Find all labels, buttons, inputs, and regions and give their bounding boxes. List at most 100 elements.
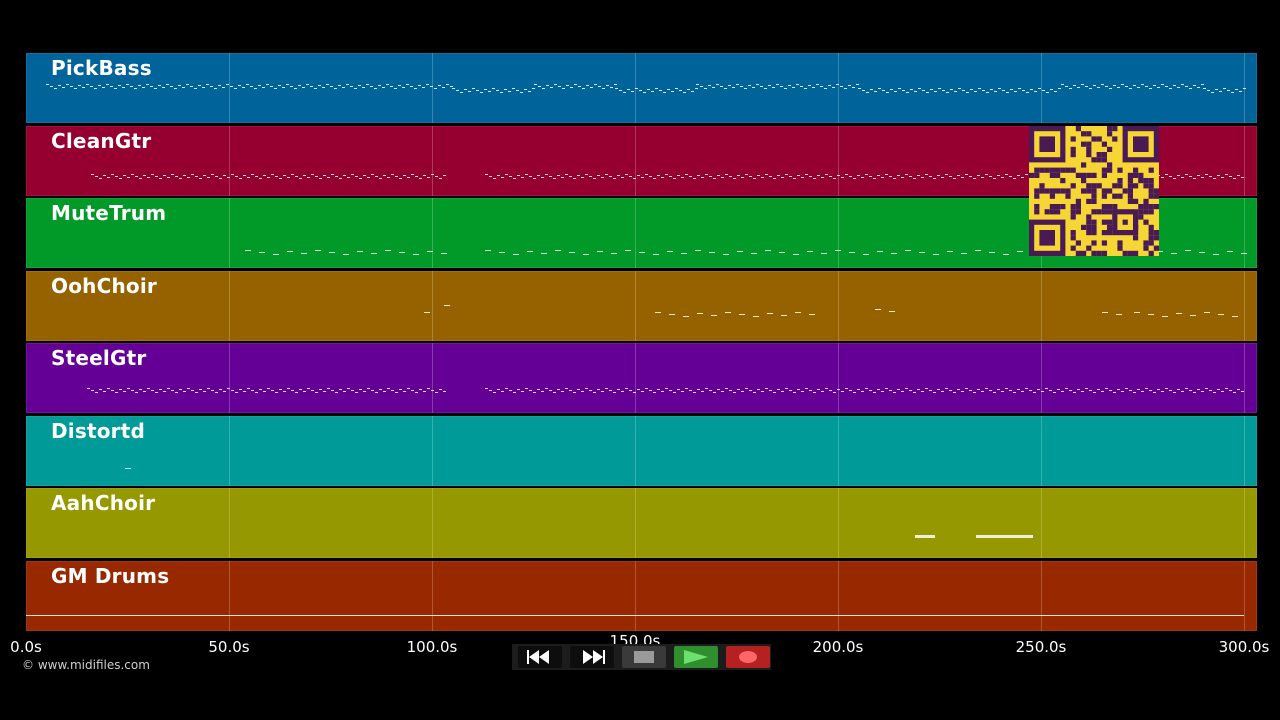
note-mark <box>948 390 952 391</box>
note-mark <box>1040 391 1044 392</box>
note-mark <box>422 391 426 392</box>
grid-line <box>1041 488 1042 558</box>
note-mark <box>616 389 620 390</box>
note-mark <box>624 250 631 251</box>
note-mark <box>234 88 238 89</box>
note-mark <box>655 312 662 313</box>
note-mark <box>752 178 756 179</box>
note-mark <box>716 389 720 390</box>
note-mark <box>70 86 74 87</box>
fast-forward-button[interactable] <box>570 646 614 668</box>
note-mark <box>1116 389 1120 390</box>
note-mark <box>496 175 500 176</box>
note-mark <box>398 85 402 86</box>
note-mark <box>1227 89 1231 91</box>
note-mark <box>554 250 561 251</box>
note-mark <box>346 84 350 85</box>
note-mark <box>178 178 182 179</box>
note-mark <box>1042 89 1046 91</box>
rewind-button[interactable] <box>518 646 562 668</box>
note-mark <box>928 176 932 177</box>
note-mark <box>874 90 878 92</box>
note-mark <box>658 89 662 91</box>
note-mark <box>1149 88 1153 89</box>
note-mark <box>652 178 656 179</box>
note-mark <box>274 88 278 89</box>
note-mark <box>154 176 158 177</box>
note-mark <box>740 177 744 178</box>
note-mark <box>130 174 134 175</box>
note-mark <box>170 174 174 175</box>
note-mark <box>720 177 724 178</box>
note-mark <box>888 310 895 312</box>
grid-line <box>838 125 839 196</box>
note-mark <box>410 390 414 391</box>
note-mark <box>394 88 398 89</box>
note-mark <box>544 174 548 175</box>
note-mark <box>695 84 699 85</box>
note-mark <box>524 174 528 175</box>
note-mark <box>920 391 924 392</box>
note-mark <box>338 389 342 390</box>
note-mark <box>812 178 816 179</box>
grid-line <box>432 415 433 486</box>
note-mark <box>736 251 743 252</box>
note-mark <box>423 312 430 313</box>
note-mark <box>739 86 743 87</box>
note-mark <box>860 177 864 178</box>
note-mark <box>206 177 210 178</box>
note-mark <box>508 390 512 391</box>
note-mark <box>162 175 166 176</box>
note-mark <box>596 389 600 390</box>
note-mark <box>932 178 936 179</box>
note-mark <box>674 87 678 89</box>
note-mark <box>806 251 813 252</box>
note-mark <box>888 176 892 177</box>
note-mark <box>1203 87 1207 89</box>
note-mark <box>430 174 434 175</box>
note-mark <box>682 91 686 93</box>
note-mark <box>146 84 150 85</box>
note-mark <box>630 90 634 92</box>
track-name: SteelGtr <box>51 346 147 370</box>
note-mark <box>839 86 843 87</box>
note-mark <box>588 176 592 177</box>
note-mark <box>258 85 262 86</box>
note-mark <box>496 389 500 390</box>
note-mark <box>190 174 194 175</box>
note-mark <box>330 174 334 175</box>
note-mark <box>640 391 644 392</box>
grid-line <box>838 343 839 413</box>
note-mark <box>736 389 740 390</box>
note-mark <box>882 89 886 91</box>
note-mark <box>382 87 386 88</box>
grid-line <box>229 125 230 196</box>
note-mark <box>488 390 492 391</box>
grid-line <box>432 125 433 196</box>
note-mark <box>322 391 326 392</box>
note-mark <box>234 392 238 393</box>
note-mark <box>1162 316 1169 317</box>
note-mark <box>878 87 882 89</box>
note-mark <box>94 176 98 177</box>
note-mark <box>872 178 876 179</box>
note-mark <box>994 90 998 92</box>
note-mark <box>708 176 712 177</box>
note-mark <box>828 176 832 177</box>
note-mark <box>1219 90 1223 92</box>
play-button[interactable] <box>674 646 718 668</box>
note-mark <box>924 174 928 175</box>
note-mark <box>936 175 940 176</box>
note-mark <box>374 176 378 177</box>
note-mark <box>541 88 545 89</box>
note-mark <box>585 85 589 86</box>
stop-button[interactable] <box>622 646 666 668</box>
note-mark <box>1000 391 1004 392</box>
note-mark <box>756 175 760 176</box>
note-mark <box>134 392 138 393</box>
note-mark <box>202 175 206 176</box>
note-mark <box>533 84 537 85</box>
record-button[interactable] <box>726 646 770 668</box>
note-mark <box>434 88 438 89</box>
note-mark <box>418 178 422 179</box>
